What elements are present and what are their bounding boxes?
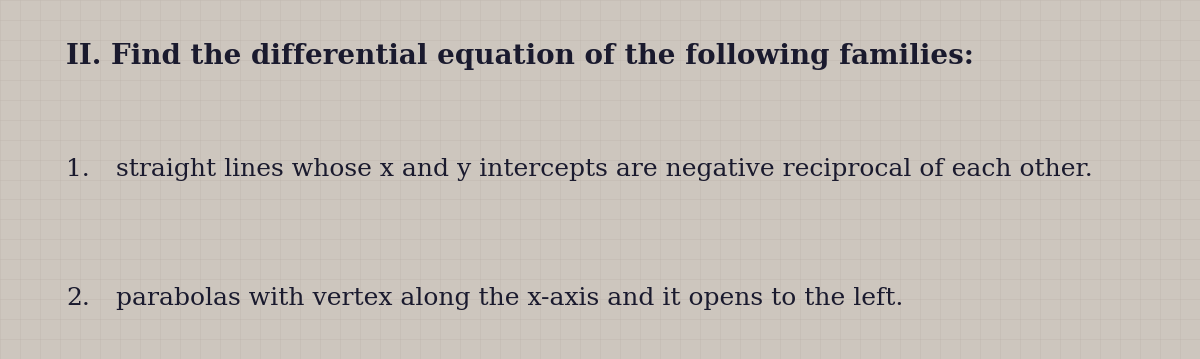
Text: straight lines whose x and y intercepts are negative reciprocal of each other.: straight lines whose x and y intercepts … — [100, 158, 1092, 181]
Text: parabolas with vertex along the x-axis and it opens to the left.: parabolas with vertex along the x-axis a… — [100, 287, 902, 310]
Text: 1.: 1. — [66, 158, 90, 181]
Text: 2.: 2. — [66, 287, 90, 310]
Text: II. Find the differential equation of the following families:: II. Find the differential equation of th… — [66, 43, 974, 70]
